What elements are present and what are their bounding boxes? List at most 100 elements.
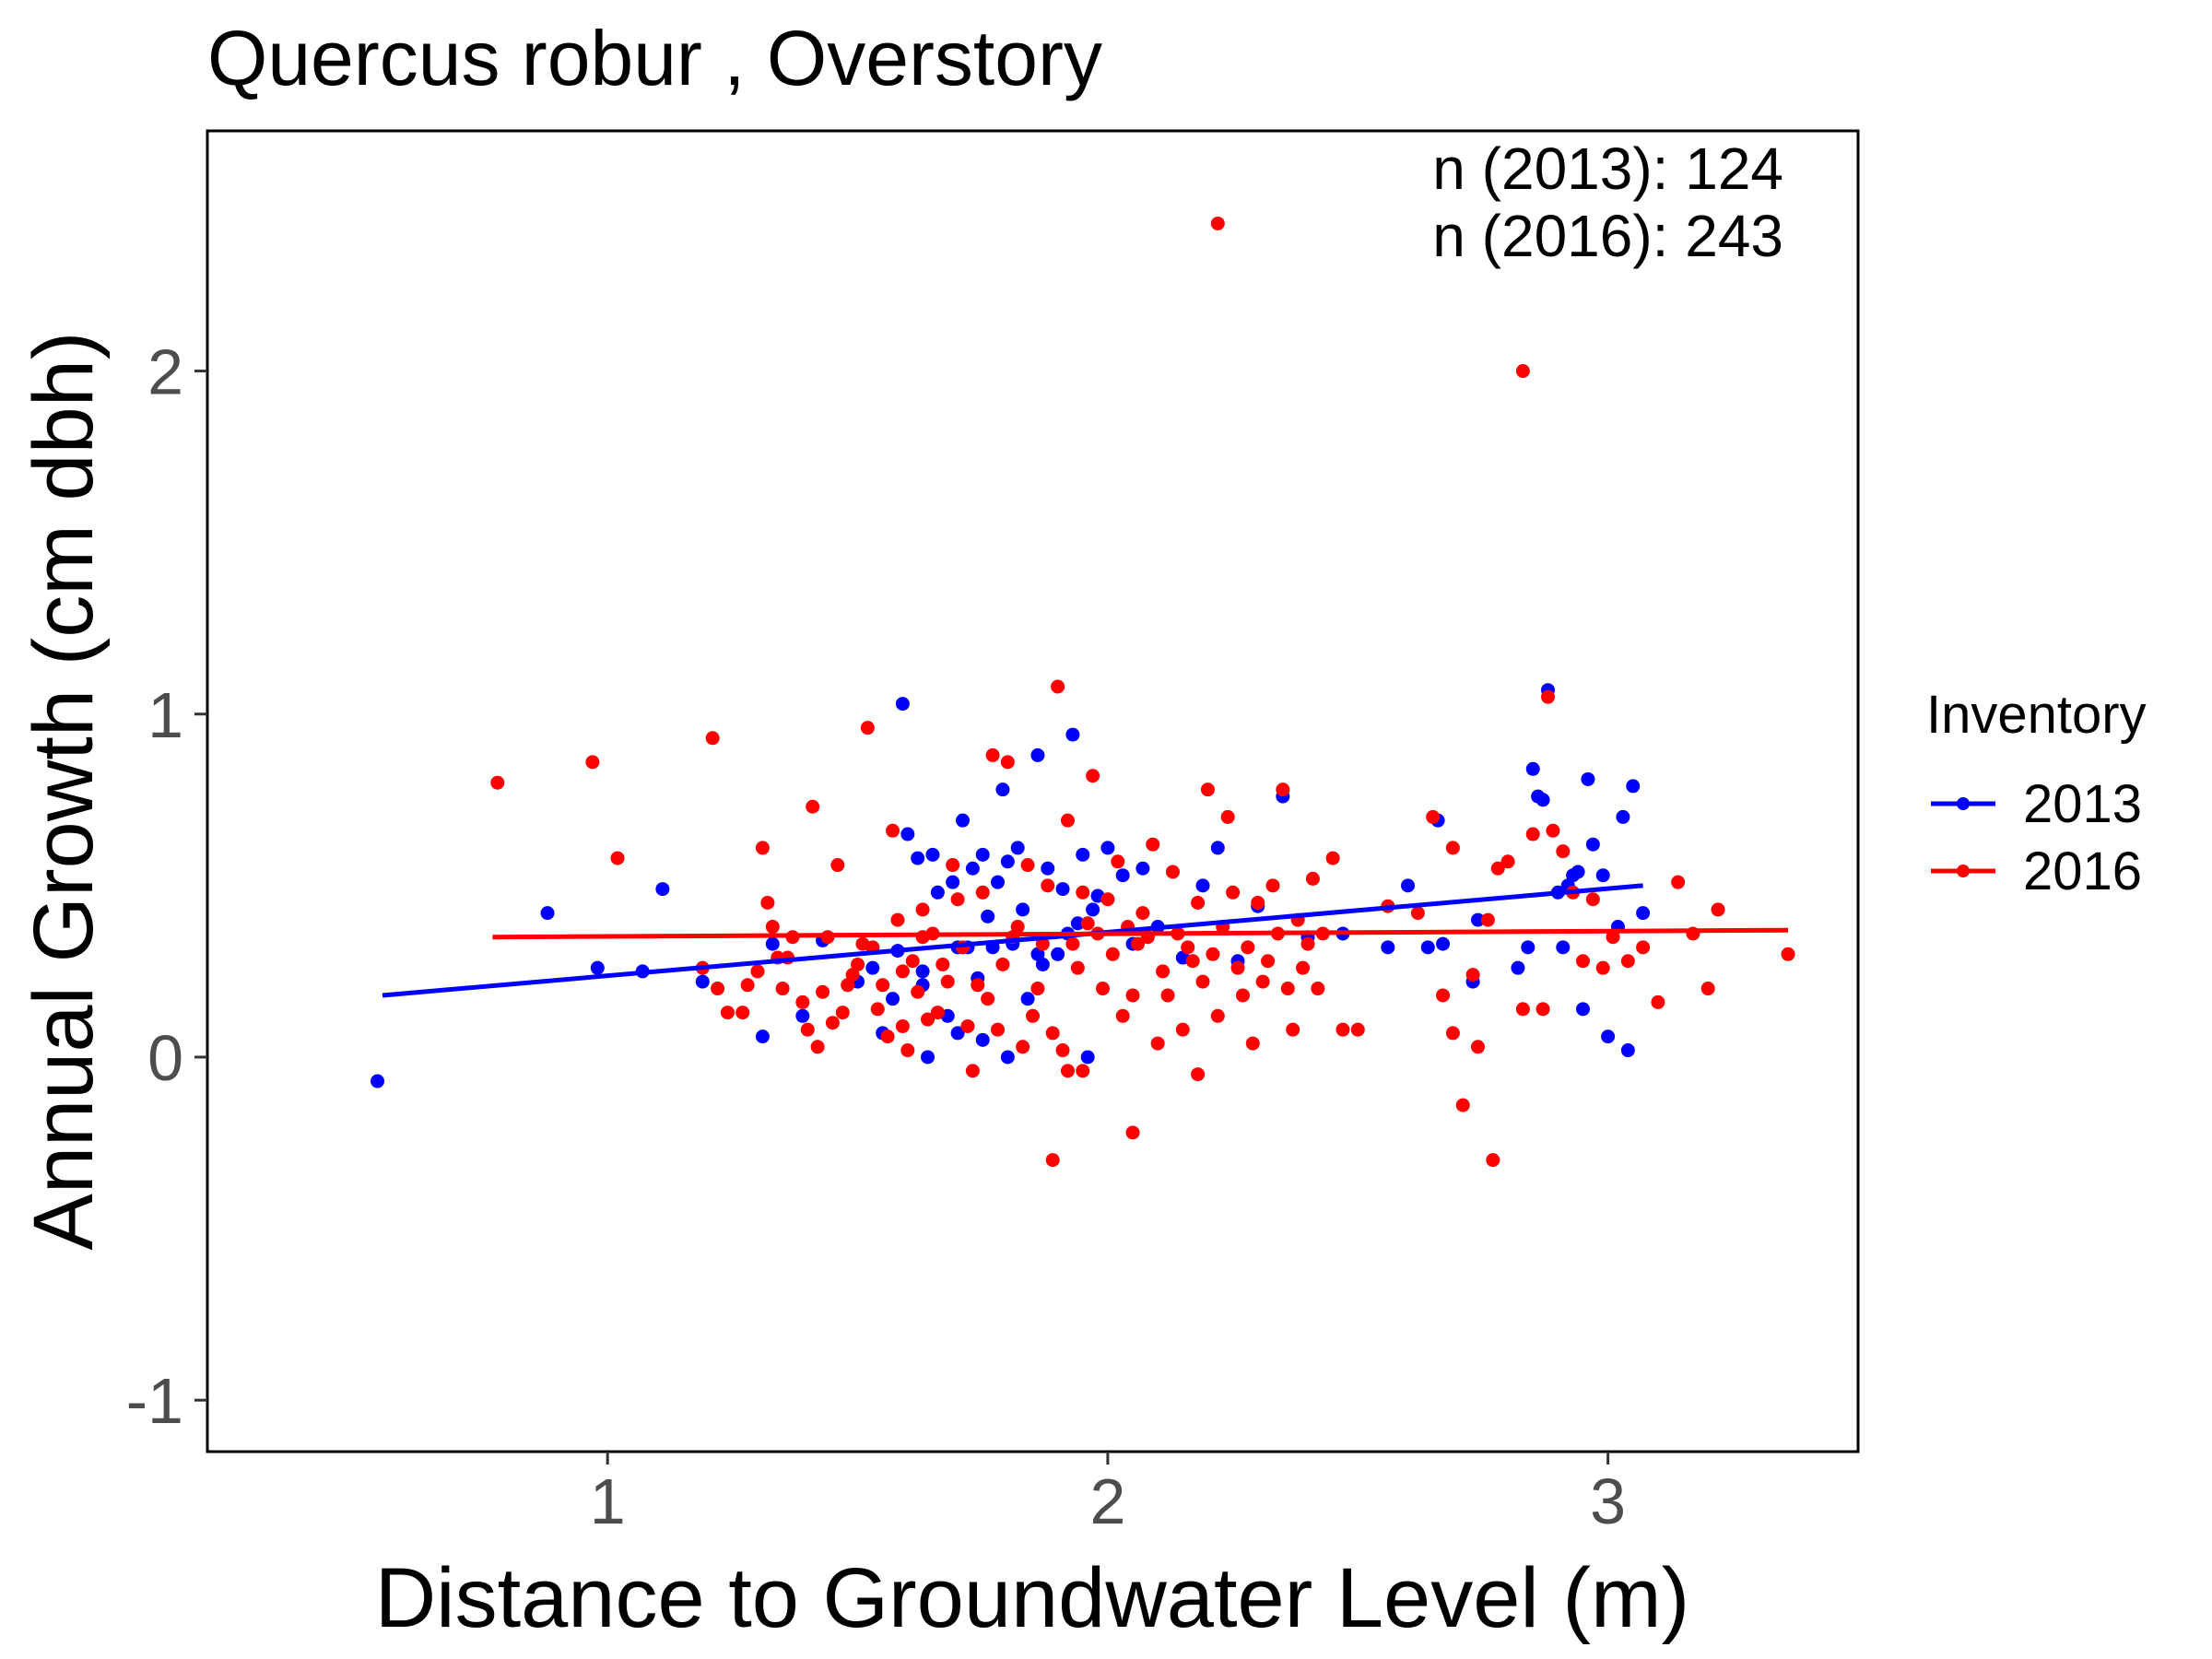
point-2016 — [1115, 1008, 1130, 1023]
point-2016 — [1220, 809, 1235, 824]
point-2013 — [911, 851, 925, 865]
point-2016 — [705, 731, 720, 746]
point-2016 — [816, 984, 830, 999]
point-2016 — [1206, 947, 1220, 961]
point-2016 — [1010, 920, 1025, 935]
point-2016 — [1235, 988, 1250, 1003]
y-tick-label: 2 — [147, 336, 183, 408]
point-2013 — [886, 992, 900, 1006]
point-2016 — [1076, 1064, 1090, 1078]
point-2016 — [1585, 892, 1600, 907]
point-2016 — [895, 1018, 910, 1033]
point-2013 — [1115, 868, 1130, 883]
point-2016 — [935, 957, 950, 971]
point-2013 — [1020, 992, 1035, 1006]
point-2016 — [946, 858, 960, 873]
point-2016 — [1711, 902, 1725, 917]
point-2013 — [975, 1032, 990, 1047]
point-2013 — [1581, 771, 1595, 786]
point-2013 — [1471, 912, 1486, 927]
legend-title: Inventory — [1926, 685, 2147, 745]
point-2016 — [610, 851, 625, 865]
point-2016 — [810, 1040, 825, 1054]
point-2013 — [950, 1026, 965, 1041]
point-2016 — [1296, 960, 1311, 975]
point-2016 — [1241, 940, 1255, 955]
point-2013 — [765, 936, 780, 951]
point-2013 — [1195, 878, 1210, 893]
point-2016 — [775, 982, 790, 996]
point-2016 — [800, 1022, 815, 1037]
annotation-n-2016: n (2016): 243 — [1432, 203, 1783, 269]
point-2013 — [371, 1074, 385, 1088]
trend-line-2016 — [492, 927, 1789, 940]
point-2016 — [1210, 216, 1225, 230]
point-2016 — [1125, 988, 1140, 1003]
point-2016 — [870, 1002, 885, 1017]
point-2013 — [1065, 727, 1080, 742]
point-2016 — [1150, 1036, 1165, 1051]
point-2016 — [1311, 982, 1325, 996]
point-2016 — [1445, 1026, 1460, 1041]
point-2016 — [1350, 1022, 1365, 1037]
point-2013 — [1401, 878, 1416, 893]
point-2016 — [911, 984, 925, 999]
point-2013 — [1521, 940, 1535, 955]
point-2016 — [1156, 964, 1171, 979]
point-2016 — [905, 954, 920, 969]
point-2016 — [760, 895, 775, 910]
point-2013 — [1086, 902, 1100, 917]
point-2016 — [1255, 974, 1270, 989]
point-2013 — [1636, 906, 1651, 921]
point-2016 — [755, 841, 770, 855]
point-2013 — [1041, 861, 1055, 876]
x-tick-label: 3 — [1590, 1465, 1626, 1537]
point-2016 — [1490, 861, 1505, 876]
point-2013 — [921, 1050, 935, 1065]
point-2016 — [851, 957, 865, 971]
point-2016 — [1020, 858, 1035, 873]
point-2016 — [1060, 1064, 1075, 1078]
point-2013 — [1381, 940, 1395, 955]
legend-key-2016-dot — [1957, 865, 1970, 877]
annotation-n-2013: n (2013): 124 — [1432, 135, 1783, 202]
point-2013 — [1420, 940, 1435, 955]
point-2013 — [1556, 940, 1571, 955]
point-2016 — [1226, 885, 1241, 900]
point-2016 — [965, 1064, 980, 1078]
point-2016 — [1251, 895, 1265, 910]
point-2016 — [1130, 936, 1145, 951]
point-2013 — [965, 861, 980, 876]
point-2016 — [1000, 755, 1015, 770]
point-2016 — [711, 982, 725, 996]
point-2016 — [1070, 960, 1085, 975]
point-2016 — [1500, 854, 1515, 869]
point-2016 — [895, 964, 910, 979]
point-2016 — [1055, 1043, 1070, 1058]
point-2013 — [1016, 902, 1030, 917]
point-2013 — [930, 885, 945, 900]
point-2016 — [1455, 1098, 1470, 1112]
point-2016 — [1100, 892, 1115, 907]
point-2013 — [1070, 916, 1085, 931]
point-2016 — [1245, 1036, 1260, 1051]
point-2016 — [1700, 982, 1715, 996]
point-2016 — [750, 964, 765, 979]
point-2016 — [860, 721, 875, 735]
point-2016 — [765, 920, 780, 935]
point-2013 — [956, 813, 971, 828]
point-2016 — [1016, 1040, 1030, 1054]
point-2016 — [1595, 960, 1610, 975]
point-2016 — [1086, 769, 1100, 783]
y-tick-label: -1 — [126, 1365, 183, 1437]
point-2016 — [795, 994, 810, 1009]
point-2016 — [1026, 1008, 1040, 1023]
point-2016 — [1045, 1153, 1060, 1168]
point-2016 — [1030, 982, 1045, 996]
point-2016 — [1105, 947, 1120, 961]
point-2016 — [1080, 916, 1095, 931]
point-2016 — [1651, 994, 1665, 1009]
trend-line-2013 — [382, 883, 1643, 998]
point-2016 — [1261, 954, 1276, 969]
